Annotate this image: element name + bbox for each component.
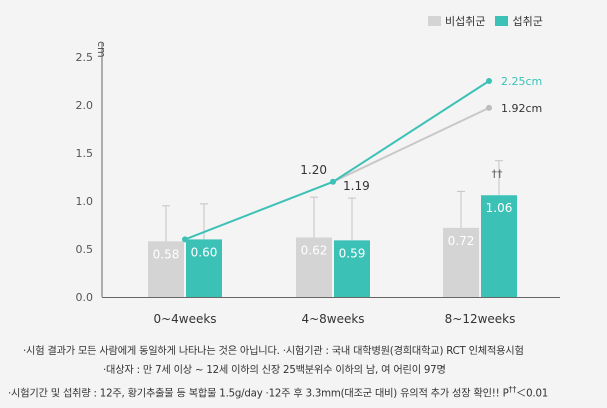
- x-tick-label: 4~8weeks: [301, 312, 364, 326]
- footnote-1: ·시험 결과가 모든 사람에게 동일하게 나타나는 것은 아닙니다. ·시험기관…: [23, 346, 524, 357]
- bar-value-label: 0.59: [339, 246, 366, 260]
- footnote-3-text: ·시험기간 및 섭취량 : 12주, 황기추출물 등 복합물 1.5g/day …: [8, 388, 509, 400]
- line-non-intake: [332, 106, 490, 183]
- y-tick-label: 0.5: [76, 243, 94, 256]
- legend-item-take: 섭취군: [495, 13, 543, 29]
- y-tick-label: 0.0: [76, 291, 94, 304]
- x-axis: 0~4weeks 4~8weeks 8~12weeks: [102, 297, 560, 326]
- y-tick-label: 1.0: [76, 195, 94, 208]
- bar-value-label: 0.60: [191, 245, 218, 259]
- line-non-intake-label: 1.19: [343, 179, 370, 193]
- y-tick-label: 1.5: [76, 147, 94, 160]
- bar: [296, 237, 332, 297]
- line-intake-label: 1.20: [300, 163, 327, 177]
- x-tick-label: 0~4weeks: [153, 312, 216, 326]
- error-bars: [162, 160, 503, 242]
- legend-label-non: 비섭취군: [445, 15, 486, 28]
- y-tick-label: 2.0: [76, 99, 94, 112]
- bar: [186, 239, 222, 297]
- trend-lines: 1.20 2.25cm 1.19 1.92cm: [182, 75, 542, 243]
- line-intake-end-label: 2.25cm: [501, 75, 542, 88]
- footnotes: ·시험 결과가 모든 사람에게 동일하게 나타나는 것은 아닙니다. ·시험기관…: [8, 342, 607, 403]
- line-intake-point: [182, 236, 188, 243]
- line-non-intake-point: [486, 104, 492, 111]
- bar-value-label: 0.62: [301, 243, 328, 257]
- legend: 비섭취군 섭취군: [428, 13, 553, 29]
- value-labels: 0.58 0.62 0.72 0.60 0.59 1.06 ††: [153, 168, 513, 262]
- footnote-2: ·대상자 : 만 7세 이상 ~ 12세 이하의 신장 25백분위수 이하의 남…: [103, 365, 446, 376]
- significance-mark: ††: [492, 168, 504, 181]
- line-intake: [184, 80, 490, 241]
- legend-label-take: 섭취군: [512, 15, 543, 28]
- bars: [148, 195, 517, 297]
- bar: [481, 195, 517, 297]
- bar-value-label: 0.72: [448, 234, 475, 248]
- line-non-intake-end-label: 1.92cm: [501, 102, 542, 115]
- growth-chart: cm 0.00.51.01.52.02.5 1.202.25cm1.191.92…: [76, 41, 560, 326]
- bar: [443, 227, 479, 297]
- x-tick-label: 8~12weeks: [445, 312, 516, 326]
- legend-swatch-take: [495, 16, 509, 26]
- footnote-3: ·시험기간 및 섭취량 : 12주, 황기추출물 등 복합물 1.5g/day …: [8, 380, 607, 403]
- bar: [334, 240, 370, 297]
- y-tick-label: 2.5: [76, 51, 94, 64]
- line-intake-point: [486, 78, 492, 84]
- bar-value-label: 0.58: [153, 247, 180, 261]
- line-intake-point: [330, 178, 336, 185]
- bar: [148, 241, 184, 297]
- legend-item-non: 비섭취군: [428, 13, 485, 29]
- bar-value-label: 1.06: [486, 201, 513, 215]
- footnote-3-tail: ＜0.01: [516, 388, 549, 400]
- footnote-3-sup: ††: [508, 385, 517, 394]
- legend-swatch-non: [428, 16, 441, 26]
- y-axis: 0.0 0.5 1.0 1.5 2.0 2.5: [76, 43, 103, 304]
